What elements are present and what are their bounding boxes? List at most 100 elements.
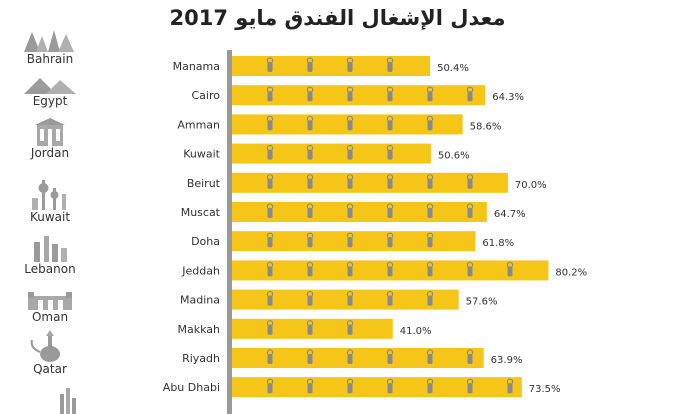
data-label: 80.2% bbox=[555, 267, 587, 278]
pyramids-icon bbox=[24, 78, 76, 94]
door-hanger-icon bbox=[266, 232, 274, 248]
door-hanger-icon bbox=[306, 349, 314, 364]
country-label: Kuwait bbox=[29, 210, 71, 224]
door-hanger-icon bbox=[346, 86, 354, 102]
door-hanger-icon bbox=[266, 57, 274, 72]
door-hanger-icon bbox=[306, 320, 314, 335]
category-label: Beirut bbox=[187, 177, 221, 190]
category-label: Muscat bbox=[181, 206, 221, 219]
door-hanger-icon bbox=[426, 174, 434, 189]
door-hanger-icon bbox=[266, 86, 274, 102]
door-hanger-icon bbox=[346, 378, 354, 394]
category-label: Doha bbox=[191, 235, 220, 248]
door-hanger-icon bbox=[346, 349, 354, 364]
door-hanger-icon bbox=[426, 349, 434, 364]
door-hanger-icon bbox=[266, 378, 274, 394]
category-label: Abu Dhabi bbox=[163, 381, 220, 394]
country-sidebar: Bahrain Egypt Jordan Kuwait bbox=[0, 0, 100, 414]
door-hanger-icon bbox=[306, 232, 314, 248]
oman-fort-icon bbox=[28, 292, 72, 310]
door-hanger-icon bbox=[346, 232, 354, 248]
country-label: Jordan bbox=[30, 146, 70, 160]
door-hanger-icon bbox=[306, 378, 314, 394]
door-hanger-icon bbox=[306, 290, 314, 306]
door-hanger-icon bbox=[466, 378, 474, 394]
door-hanger-icon bbox=[426, 261, 434, 277]
door-hanger-icon bbox=[386, 349, 394, 364]
door-hanger-icon bbox=[266, 290, 274, 306]
door-hanger-icon bbox=[266, 203, 274, 218]
door-hanger-icon bbox=[306, 115, 314, 131]
bar-madina bbox=[230, 289, 459, 310]
country-bahrain: Bahrain bbox=[0, 28, 100, 66]
door-hanger-icon bbox=[306, 203, 314, 218]
petra-icon bbox=[35, 118, 65, 146]
door-hanger-icon bbox=[346, 290, 354, 306]
door-hanger-icon bbox=[346, 320, 354, 335]
door-hanger-icon bbox=[386, 203, 394, 218]
door-hanger-icon bbox=[426, 86, 434, 102]
door-hanger-icon bbox=[306, 174, 314, 189]
country-oman: Oman bbox=[0, 290, 100, 324]
category-label: Madina bbox=[180, 294, 220, 307]
y-axis-line bbox=[227, 50, 232, 414]
bar-beirut bbox=[230, 172, 508, 193]
door-hanger-icon bbox=[426, 232, 434, 248]
bar-abu-dhabi bbox=[230, 377, 522, 398]
country-label: Bahrain bbox=[26, 52, 74, 66]
country-lebanon: Lebanon bbox=[0, 234, 100, 276]
door-hanger-icon bbox=[466, 174, 474, 189]
door-hanger-icon bbox=[386, 57, 394, 72]
category-label: Kuwait bbox=[183, 148, 220, 161]
bar-amman bbox=[230, 114, 463, 135]
country-kuwait: Kuwait bbox=[0, 176, 100, 224]
chart-title: معدل الإشغال الفندق مايو 2017 bbox=[169, 6, 506, 30]
bar-muscat bbox=[230, 202, 487, 222]
kuwait-towers-icon bbox=[32, 180, 66, 210]
data-label: 41.0% bbox=[400, 326, 432, 337]
door-hanger-icon bbox=[266, 261, 274, 277]
door-hanger-icon bbox=[426, 203, 434, 218]
country-jordan: Jordan bbox=[0, 118, 100, 160]
data-label: 61.8% bbox=[482, 238, 514, 249]
country-label: Oman bbox=[31, 310, 69, 324]
door-hanger-icon bbox=[346, 144, 354, 160]
door-hanger-icon bbox=[386, 232, 394, 248]
category-label: Manama bbox=[173, 60, 220, 73]
data-label: 73.5% bbox=[529, 384, 561, 395]
door-hanger-icon bbox=[426, 290, 434, 306]
bahrain-landmark-icon bbox=[24, 30, 74, 52]
country-egypt: Egypt bbox=[0, 74, 100, 108]
bar-cairo bbox=[230, 85, 486, 106]
door-hanger-icon bbox=[346, 203, 354, 218]
door-hanger-icon bbox=[386, 115, 394, 131]
door-hanger-icon bbox=[386, 144, 394, 160]
door-hanger-icon bbox=[466, 86, 474, 102]
door-hanger-icon bbox=[346, 57, 354, 72]
lebanon-landmark-icon bbox=[34, 236, 67, 262]
country-label: Lebanon bbox=[24, 262, 76, 276]
door-hanger-icon bbox=[506, 261, 514, 277]
data-label: 58.6% bbox=[470, 121, 502, 132]
door-hanger-icon bbox=[386, 261, 394, 277]
door-hanger-icon bbox=[386, 86, 394, 102]
door-hanger-icon bbox=[386, 378, 394, 394]
category-label: Cairo bbox=[192, 89, 221, 102]
door-hanger-icon bbox=[466, 203, 474, 218]
door-hanger-icon bbox=[306, 57, 314, 72]
door-hanger-icon bbox=[386, 290, 394, 306]
country-label: Egypt bbox=[32, 94, 68, 108]
bar-manama bbox=[230, 56, 431, 76]
data-label: 64.3% bbox=[492, 92, 524, 103]
door-hanger-icon bbox=[266, 174, 274, 189]
country-label: Qatar bbox=[33, 362, 67, 376]
door-hanger-icon bbox=[466, 261, 474, 277]
door-hanger-icon bbox=[306, 86, 314, 102]
data-label: 63.9% bbox=[491, 355, 523, 366]
bar-doha bbox=[230, 231, 476, 252]
door-hanger-icon bbox=[346, 115, 354, 131]
door-hanger-icon bbox=[346, 261, 354, 277]
category-label: Makkah bbox=[178, 323, 221, 336]
door-hanger-icon bbox=[266, 144, 274, 160]
partial-landmark-icon bbox=[60, 388, 76, 414]
